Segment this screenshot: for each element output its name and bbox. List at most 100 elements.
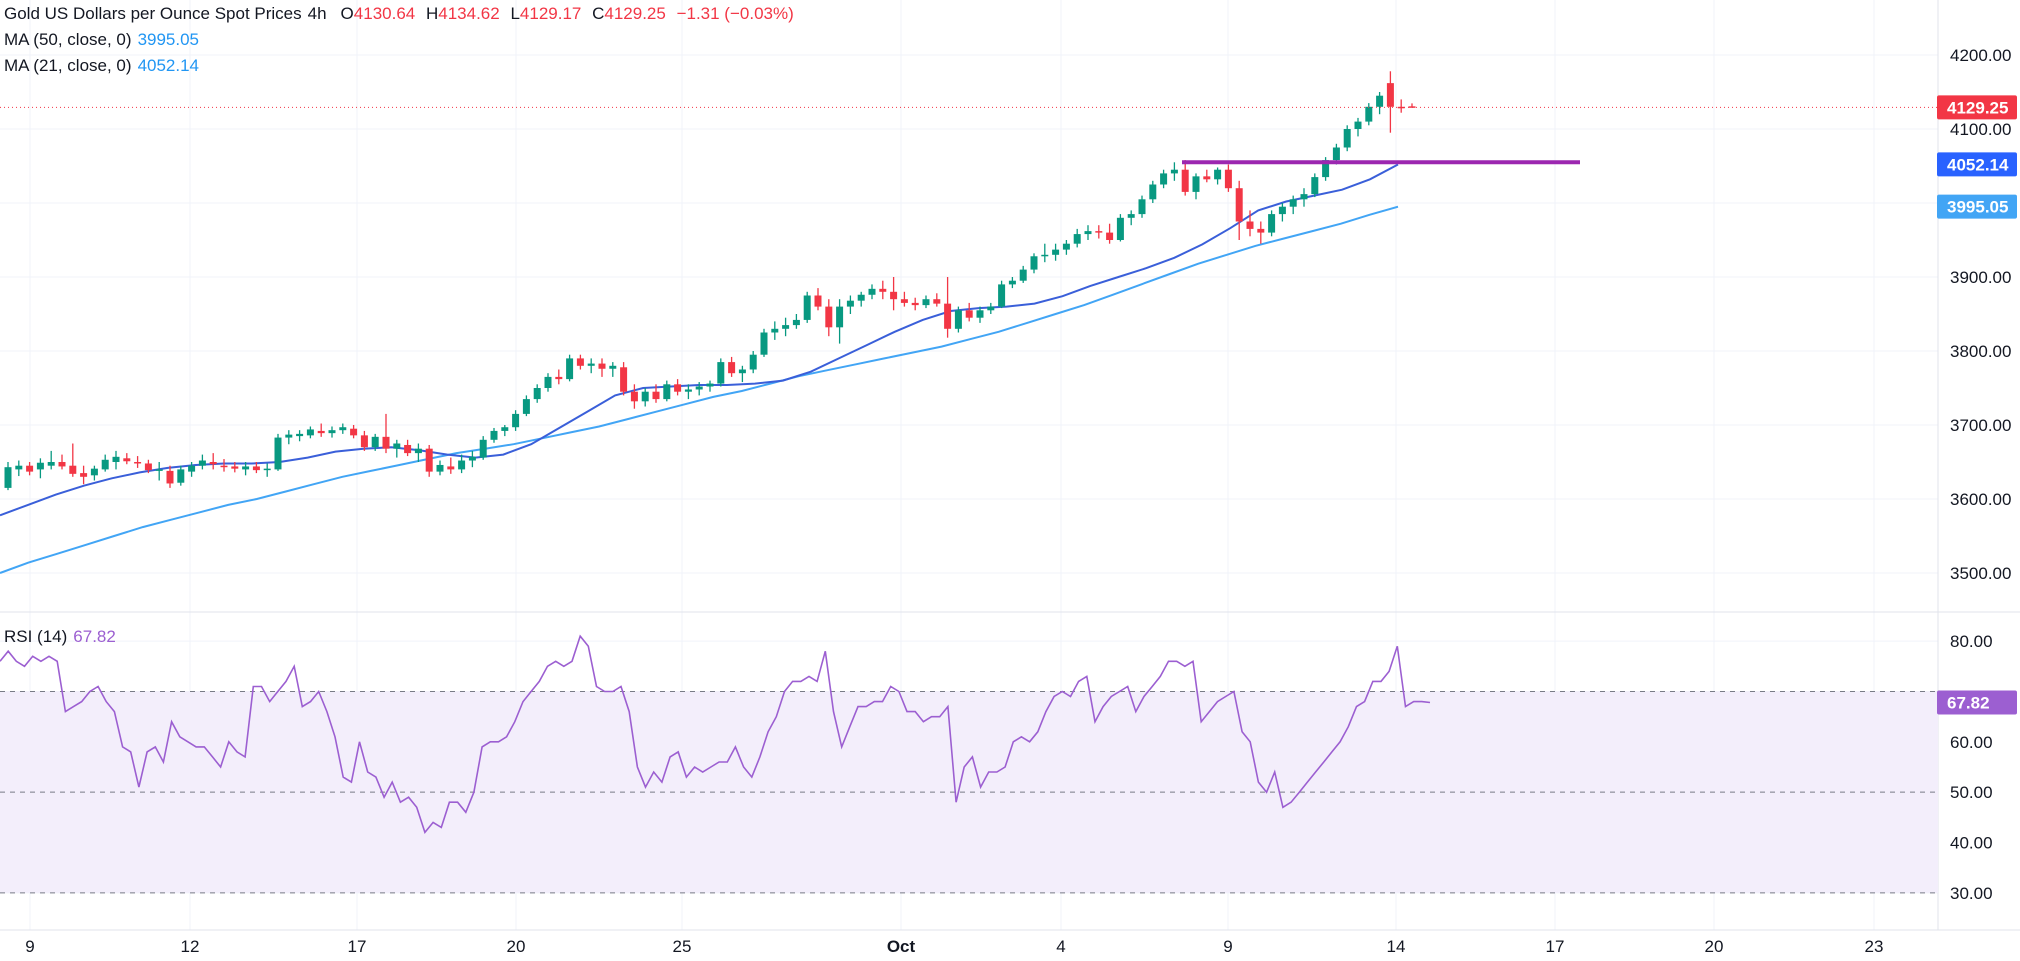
candle <box>587 358 595 374</box>
last-price-badge: 4129.25 <box>1937 95 2017 120</box>
price-tick-label: 4100.00 <box>1950 120 2011 139</box>
candle-body <box>684 389 692 392</box>
ma50-line <box>0 205 1399 574</box>
candle <box>1062 240 1070 255</box>
candle <box>641 388 649 407</box>
candle-body <box>1257 228 1265 233</box>
rsi-tick-label: 30.00 <box>1950 884 1993 903</box>
candle <box>36 458 44 479</box>
candle <box>1138 195 1146 218</box>
ma50-badge-text: 3995.05 <box>1947 198 2008 217</box>
candle-body <box>555 376 563 380</box>
candle <box>533 384 541 403</box>
time-tick-label: 12 <box>181 937 200 956</box>
candle <box>576 354 584 370</box>
candle-body <box>965 310 973 318</box>
candle-body <box>933 299 941 304</box>
candle <box>566 354 574 382</box>
candle <box>436 460 444 476</box>
candle-body <box>26 465 34 472</box>
candle-body <box>512 413 520 428</box>
ohlc-open: O4130.64 <box>340 4 416 23</box>
candle-body <box>976 310 984 318</box>
time-axis[interactable]: 9 12 17 20 25 Oct 4 9 14 17 20 23 <box>25 937 1883 956</box>
candle-body <box>890 291 898 300</box>
candle-body <box>1386 83 1394 107</box>
candle-body <box>209 462 217 465</box>
candle <box>1041 243 1049 263</box>
rsi-tick-label: 60.00 <box>1950 733 1993 752</box>
candle <box>458 454 466 474</box>
legend-main: Gold US Dollars per Ounce Spot Prices 4h O… <box>4 4 800 24</box>
symbol-title: Gold US Dollars per Ounce Spot Prices <box>4 4 302 23</box>
candle-body <box>393 443 401 449</box>
candle-body <box>1008 280 1016 285</box>
candle-body <box>479 439 487 458</box>
candle <box>317 423 325 437</box>
legend-ma21[interactable]: MA (21, close, 0) 4052.14 <box>4 56 205 76</box>
candle-body <box>1214 169 1222 180</box>
candle <box>1160 169 1168 189</box>
candle <box>1008 277 1016 289</box>
candle-body <box>879 288 887 292</box>
candle-body <box>4 467 12 488</box>
candle-body <box>58 462 66 467</box>
ma21-badge: 4052.14 <box>1937 152 2017 177</box>
candle <box>987 302 995 314</box>
candle-body <box>1192 176 1200 192</box>
time-tick-label: Oct <box>887 937 916 956</box>
legend-ma50[interactable]: MA (50, close, 0) 3995.05 <box>4 30 205 50</box>
candle <box>663 380 671 402</box>
candle-body <box>717 362 725 384</box>
candle-body <box>1343 129 1351 148</box>
candle <box>177 465 185 486</box>
candle <box>825 299 833 337</box>
candle <box>425 444 433 477</box>
candle-body <box>360 435 368 448</box>
candle-body <box>1138 199 1146 215</box>
low-value: 4129.17 <box>519 4 582 23</box>
legend-rsi[interactable]: RSI (14) 67.82 <box>4 627 122 647</box>
time-tick-label: 20 <box>507 937 526 956</box>
candle-body <box>641 391 649 402</box>
candle <box>598 358 606 377</box>
candle <box>220 459 228 472</box>
candle-body <box>1019 269 1027 281</box>
candle-body <box>1181 169 1189 192</box>
ohlc-high: H4134.62 <box>425 4 500 23</box>
candle <box>274 433 282 471</box>
candle <box>1192 173 1200 200</box>
candle <box>328 426 336 438</box>
candle <box>512 410 520 431</box>
candle-body <box>857 294 865 301</box>
price-axis[interactable]: 3500.00 3600.00 3700.00 3800.00 3900.00 4100.… <box>1950 46 2011 903</box>
candle-body <box>490 430 498 440</box>
time-tick-label: 9 <box>25 937 34 956</box>
candle-body <box>144 463 152 471</box>
candle <box>209 453 217 470</box>
time-tick-label: 20 <box>1705 937 1724 956</box>
candle-body <box>544 376 552 388</box>
candle <box>80 465 88 485</box>
candle-body <box>652 391 660 400</box>
candle-body <box>803 295 811 320</box>
candle <box>954 306 962 333</box>
candle-body <box>566 358 574 380</box>
candle-body <box>231 466 239 469</box>
candle-body <box>112 456 120 462</box>
candle <box>479 436 487 460</box>
ma50-path <box>0 205 1399 574</box>
candle-body <box>1160 173 1168 185</box>
candle <box>684 384 692 400</box>
candle-body <box>576 358 584 366</box>
candle-body <box>1084 231 1092 235</box>
candle <box>26 462 34 476</box>
candle-body <box>825 306 833 328</box>
candle-body <box>728 362 736 374</box>
timeframe[interactable]: 4h <box>307 4 327 23</box>
candle <box>965 302 973 322</box>
price-badges: 4129.25 4052.14 3995.05 67.82 <box>1937 95 2017 715</box>
candle <box>609 362 617 377</box>
candle <box>792 314 800 329</box>
